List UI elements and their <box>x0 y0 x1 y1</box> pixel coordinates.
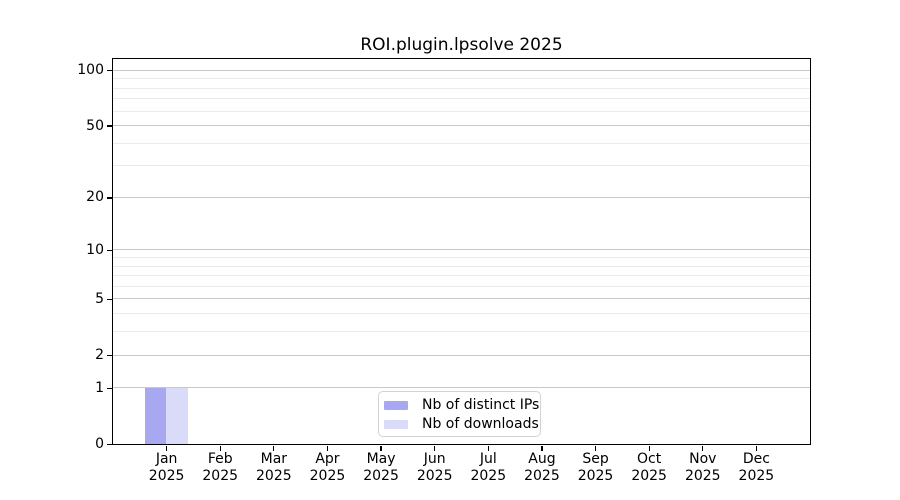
x-tick-label-jan: Jan 2025 <box>135 451 199 485</box>
y-tick-label-5: 5 <box>95 290 104 307</box>
x-tick-mark-may <box>380 446 382 451</box>
x-tick-label-oct: Oct 2025 <box>617 451 681 485</box>
x-tick-label-aug: Aug 2025 <box>510 451 574 485</box>
gridline-major-100 <box>112 69 810 71</box>
x-tick-mark-feb <box>219 446 221 451</box>
gridline-minor-30 <box>112 165 810 167</box>
x-tick-label-apr: Apr 2025 <box>295 451 359 485</box>
x-tick-month-text: Apr <box>315 451 340 467</box>
x-tick-mark-jun <box>434 446 436 451</box>
x-tick-mark-aug <box>541 446 543 451</box>
x-tick-year-text: 2025 <box>470 468 507 484</box>
x-tick-year-text: 2025 <box>524 468 560 484</box>
legend-swatch-downloads-icon <box>384 419 408 430</box>
x-tick-label-feb: Feb 2025 <box>188 451 252 485</box>
x-tick-month-text: Sep <box>582 451 609 467</box>
x-tick-mark-dec <box>755 446 757 451</box>
x-tick-mark-mar <box>273 446 275 451</box>
y-tick-mark-10 <box>106 249 112 251</box>
y-tick-mark-50 <box>106 125 112 127</box>
y-tick-label-2: 2 <box>95 347 104 364</box>
x-tick-month-text: Mar <box>260 451 288 467</box>
y-tick-mark-0 <box>106 443 112 446</box>
gridline-minor-80 <box>112 87 810 89</box>
y-tick-label-1: 1 <box>95 379 104 396</box>
gridline-minor-6 <box>112 285 810 287</box>
gridline-minor-3 <box>112 331 810 333</box>
plot-area <box>111 58 811 445</box>
gridline-minor-70 <box>112 98 810 100</box>
x-tick-month-text: Jul <box>479 451 497 467</box>
legend: Nb of distinct IPs Nb of downloads <box>378 390 541 437</box>
x-tick-label-dec: Dec 2025 <box>724 451 788 485</box>
x-tick-mark-nov <box>702 446 704 451</box>
x-tick-year-text: 2025 <box>363 468 399 484</box>
gridline-major-1 <box>112 387 810 389</box>
x-tick-year-text: 2025 <box>577 468 614 484</box>
gridline-major-20 <box>112 196 810 198</box>
x-tick-month-text: Oct <box>637 451 662 467</box>
x-tick-year-text: 2025 <box>684 468 721 484</box>
x-tick-month-text: Dec <box>742 451 770 467</box>
bar-distinct-ips-jan <box>144 387 167 444</box>
x-tick-mark-jan <box>166 446 168 451</box>
legend-label-distinct-ips: Nb of distinct IPs <box>422 397 540 413</box>
gridline-minor-8 <box>112 265 810 267</box>
gridline-major-2 <box>112 354 810 356</box>
y-tick-label-0: 0 <box>95 436 104 452</box>
y-tick-label-50: 50 <box>86 117 104 134</box>
x-tick-year-text: 2025 <box>631 468 667 484</box>
y-tick-label-10: 10 <box>86 241 104 258</box>
gridline-minor-40 <box>112 142 810 144</box>
y-tick-label-20: 20 <box>86 189 104 206</box>
gridline-major-10 <box>112 249 810 251</box>
x-tick-label-jun: Jun 2025 <box>403 451 467 485</box>
x-tick-year-text: 2025 <box>309 468 346 484</box>
x-tick-label-mar: Mar 2025 <box>242 451 306 485</box>
x-tick-label-may: May 2025 <box>349 451 413 485</box>
x-tick-year-text: 2025 <box>256 468 292 484</box>
legend-entry-downloads: Nb of downloads <box>384 416 540 434</box>
legend-entry-distinct-ips: Nb of distinct IPs <box>384 397 540 415</box>
x-tick-label-nov: Nov 2025 <box>671 451 735 485</box>
x-tick-month-text: May <box>366 451 396 467</box>
x-tick-mark-oct <box>648 446 650 451</box>
y-tick-mark-5 <box>106 298 112 300</box>
y-tick-label-100: 100 <box>77 62 104 79</box>
y-tick-mark-2 <box>106 354 112 357</box>
x-tick-month-text: Feb <box>207 451 233 467</box>
y-tick-mark-20 <box>106 197 112 199</box>
x-tick-month-text: Aug <box>528 451 556 467</box>
gridline-minor-60 <box>112 110 810 112</box>
y-tick-mark-100 <box>106 70 112 72</box>
x-tick-month-text: Nov <box>689 451 717 467</box>
gridline-minor-9 <box>112 257 810 258</box>
x-tick-year-text: 2025 <box>202 468 239 484</box>
x-tick-mark-apr <box>326 446 329 451</box>
legend-swatch-distinct-ips-icon <box>384 400 408 411</box>
gridline-major-50 <box>112 125 810 127</box>
x-tick-month-text: Jan <box>155 451 178 467</box>
chart-title: ROI.plugin.lpsolve 2025 <box>360 35 563 55</box>
x-tick-mark-jul <box>487 446 489 451</box>
x-tick-year-text: 2025 <box>738 468 775 484</box>
gridline-minor-4 <box>112 313 810 315</box>
x-tick-year-text: 2025 <box>148 468 185 484</box>
bar-downloads-jan <box>166 387 188 444</box>
x-tick-month-text: Jun <box>423 451 446 467</box>
x-tick-year-text: 2025 <box>416 468 453 484</box>
x-tick-mark-sep <box>594 446 597 451</box>
gridline-minor-7 <box>112 275 810 277</box>
legend-label-downloads: Nb of downloads <box>422 416 539 432</box>
y-tick-mark-1 <box>106 387 112 389</box>
x-tick-label-sep: Sep 2025 <box>564 451 628 485</box>
gridline-minor-90 <box>112 78 810 80</box>
x-tick-label-jul: Jul 2025 <box>456 451 520 485</box>
gridline-major-5 <box>112 298 810 300</box>
